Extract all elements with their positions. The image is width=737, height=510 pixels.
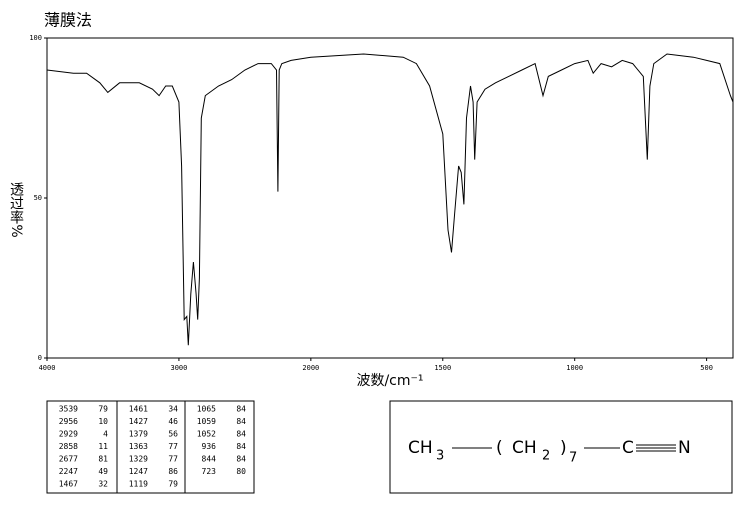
x-tick-label: 1500	[434, 364, 451, 372]
y-axis-label: 透过率%	[8, 182, 24, 237]
plot-frame	[46, 37, 734, 359]
peak-wavenumber: 2956	[59, 417, 78, 426]
formula-atom: CH	[512, 438, 537, 458]
chart-title: 薄膜法	[44, 11, 92, 30]
peak-transmittance: 32	[98, 480, 108, 489]
formula-paren: )	[560, 438, 567, 458]
peak-transmittance: 80	[236, 467, 246, 476]
peak-table	[46, 400, 255, 494]
peak-transmittance: 34	[168, 405, 178, 414]
formula-atom: N	[678, 438, 691, 458]
peak-wavenumber: 936	[202, 442, 217, 451]
x-tick-label: 2000	[302, 364, 319, 372]
peak-wavenumber: 1467	[59, 480, 78, 489]
peak-wavenumber: 1065	[197, 405, 216, 414]
y-tick-label: 50	[34, 194, 42, 202]
peak-transmittance: 56	[168, 430, 178, 439]
x-tick-label: 500	[700, 364, 713, 372]
structure-box	[389, 400, 733, 494]
peak-wavenumber: 1059	[197, 417, 216, 426]
spectrum-line	[46, 53, 734, 346]
peak-wavenumber: 2858	[59, 442, 78, 451]
formula-subscript: 3	[436, 449, 444, 464]
peak-transmittance: 84	[236, 417, 246, 426]
y-tick-label: 0	[38, 354, 42, 362]
x-tick-label: 3000	[170, 364, 187, 372]
peak-transmittance: 10	[98, 417, 108, 426]
peak-transmittance: 84	[236, 442, 246, 451]
y-tick-label: 100	[29, 34, 42, 42]
formula-paren: (	[496, 438, 503, 458]
peak-transmittance: 84	[236, 430, 246, 439]
peak-transmittance: 84	[236, 455, 246, 464]
formula-subscript: 2	[542, 449, 550, 464]
peak-wavenumber: 3539	[59, 405, 78, 414]
peak-transmittance: 79	[168, 480, 178, 489]
peak-transmittance: 4	[103, 430, 108, 439]
peak-transmittance: 81	[98, 455, 108, 464]
peak-transmittance: 79	[98, 405, 108, 414]
peak-wavenumber: 1329	[129, 455, 148, 464]
peak-wavenumber: 1052	[197, 430, 216, 439]
peak-wavenumber: 1427	[129, 417, 148, 426]
peak-transmittance: 84	[236, 405, 246, 414]
peak-wavenumber: 1461	[129, 405, 148, 414]
peak-wavenumber: 2247	[59, 467, 78, 476]
peak-wavenumber: 1247	[129, 467, 148, 476]
x-tick-label: 4000	[39, 364, 56, 372]
peak-transmittance: 77	[168, 442, 178, 451]
peak-transmittance: 49	[98, 467, 108, 476]
formula-atom: C	[622, 438, 634, 458]
peak-transmittance: 11	[98, 442, 108, 451]
peak-transmittance: 86	[168, 467, 178, 476]
peak-wavenumber: 1119	[129, 480, 148, 489]
peak-wavenumber: 2677	[59, 455, 78, 464]
peak-wavenumber: 723	[202, 467, 217, 476]
formula-subscript: 7	[569, 451, 577, 466]
peak-wavenumber: 844	[202, 455, 217, 464]
peak-wavenumber: 1363	[129, 442, 148, 451]
peak-transmittance: 77	[168, 455, 178, 464]
peak-transmittance: 46	[168, 417, 178, 426]
formula-atom: CH	[408, 438, 433, 458]
peak-wavenumber: 1379	[129, 430, 148, 439]
x-axis-label: 波数/cm⁻¹	[356, 373, 423, 389]
x-tick-label: 1000	[566, 364, 583, 372]
peak-wavenumber: 2929	[59, 430, 78, 439]
